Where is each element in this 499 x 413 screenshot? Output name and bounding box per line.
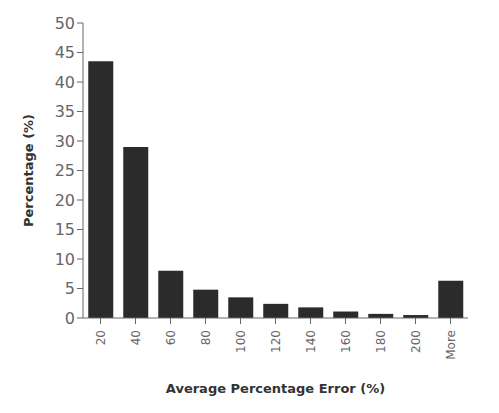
svg-text:200: 200 (409, 330, 423, 353)
svg-text:40: 40 (129, 330, 143, 345)
svg-text:Percentage (%): Percentage (%) (21, 114, 36, 227)
svg-text:20: 20 (94, 330, 108, 345)
svg-text:40: 40 (55, 73, 75, 92)
svg-text:More: More (444, 330, 458, 360)
svg-text:80: 80 (199, 330, 213, 345)
svg-text:0: 0 (65, 309, 75, 328)
svg-text:100: 100 (234, 330, 248, 353)
svg-text:5: 5 (65, 279, 75, 298)
svg-text:45: 45 (55, 43, 75, 62)
svg-text:180: 180 (374, 330, 388, 353)
svg-text:35: 35 (55, 102, 75, 121)
svg-text:15: 15 (55, 220, 75, 239)
svg-text:30: 30 (55, 132, 75, 151)
svg-text:160: 160 (339, 330, 353, 353)
svg-text:120: 120 (269, 330, 283, 353)
svg-text:140: 140 (304, 330, 318, 353)
svg-text:20: 20 (55, 191, 75, 210)
svg-text:Average Percentage Error (%): Average Percentage Error (%) (166, 381, 385, 396)
svg-text:60: 60 (164, 330, 178, 345)
svg-text:25: 25 (55, 161, 75, 180)
svg-text:10: 10 (55, 250, 75, 269)
svg-text:50: 50 (55, 14, 75, 33)
